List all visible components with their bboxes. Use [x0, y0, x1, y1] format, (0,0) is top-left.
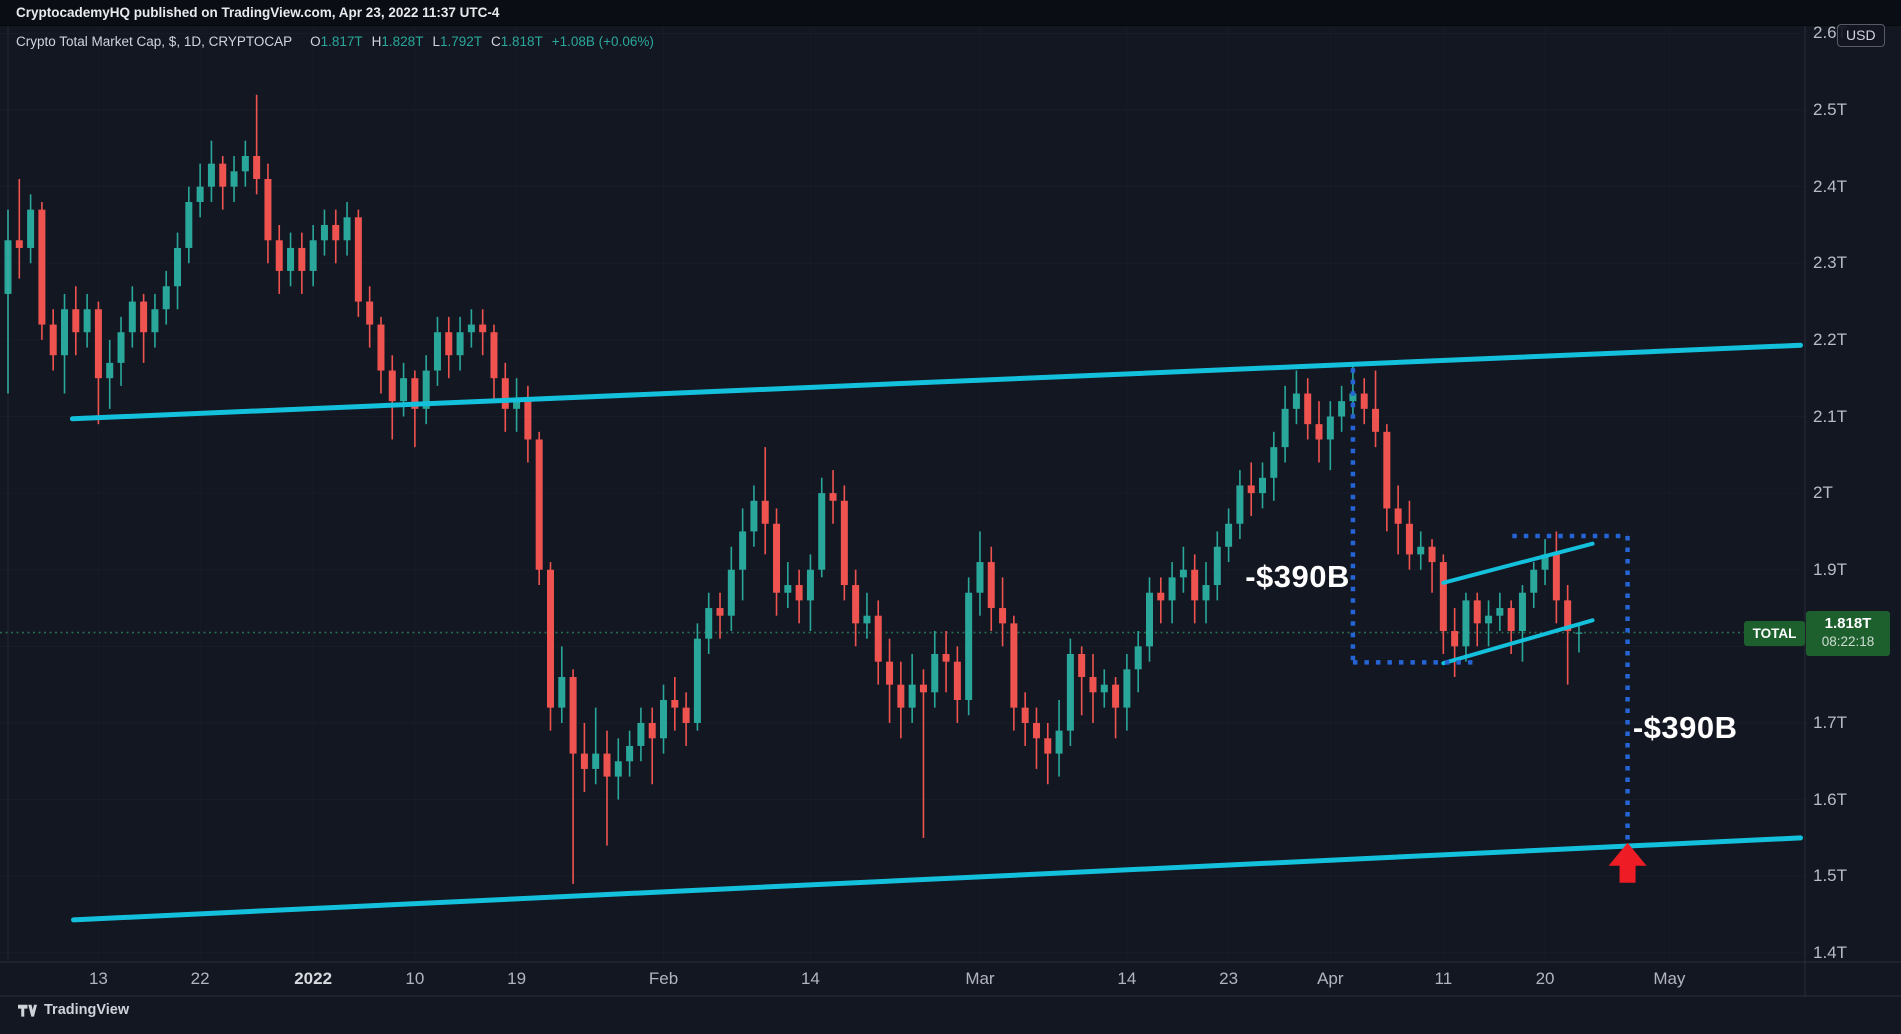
- time-tick-label: Feb: [648, 969, 679, 988]
- ohlc-low-label: L: [432, 34, 440, 49]
- time-tick-label: 2022: [294, 969, 333, 988]
- last-price-value: 1.818T: [1824, 615, 1872, 633]
- time-tick-label: 10: [405, 969, 425, 988]
- symbol-title[interactable]: Crypto Total Market Cap, $, 1D, CRYPTOCA…: [16, 34, 293, 49]
- time-tick-label: 19: [507, 969, 527, 988]
- change-value: +1.08B (+0.06%): [551, 34, 654, 49]
- tradingview-logo-text: TradingView: [44, 1002, 130, 1018]
- bar-countdown: 08:22:18: [1821, 633, 1875, 649]
- price-tick-label: 2.2T: [1813, 329, 1848, 349]
- channel-top: [69, 342, 1803, 422]
- time-tick-label: 11: [1434, 969, 1453, 988]
- price-tick-label: 1.7T: [1813, 712, 1848, 732]
- published-banner: CryptocademyHQ published on TradingView.…: [0, 0, 1901, 26]
- price-tick-label: 2T: [1813, 483, 1833, 503]
- price-tick-label: 1.9T: [1813, 559, 1848, 579]
- mini-channel-top: [1441, 541, 1595, 585]
- published-banner-text: CryptocademyHQ published on TradingView.…: [16, 5, 500, 20]
- price-tick-label: 1.5T: [1813, 866, 1848, 886]
- price-tick-label: 2.4T: [1813, 176, 1848, 196]
- time-tick-label: 13: [88, 969, 108, 988]
- price-tick-label: 2.1T: [1813, 406, 1848, 426]
- time-tick-label: Apr: [1317, 969, 1344, 988]
- candlestick-series: [4, 94, 1583, 884]
- time-tick-label: 14: [1117, 969, 1137, 988]
- ohlc-high-value: 1.828T: [381, 34, 424, 49]
- up-arrow: [1608, 842, 1647, 883]
- time-axis[interactable]: 13 22 2022 10 19 Feb 14 Mar 14 23 Apr 11 20 May: [0, 962, 1901, 996]
- ohlc-low-value: 1.792T: [439, 34, 482, 49]
- ohlc-high-label: H: [371, 34, 382, 49]
- measure-label-left: -$390B: [1245, 558, 1350, 594]
- ohlc-open-label: O: [310, 34, 321, 49]
- ohlc-open-value: 1.817T: [320, 34, 363, 49]
- time-tick-label: 14: [800, 969, 820, 988]
- measure-label-right: -$390B: [1632, 709, 1738, 745]
- price-tick-label: 1.4T: [1813, 942, 1848, 962]
- channel-bottom: [71, 835, 1803, 923]
- price-tick-label: 2.3T: [1813, 253, 1848, 273]
- tradingview-logo[interactable]: TradingView: [18, 1002, 129, 1018]
- ohlc-close-label: C: [490, 34, 501, 49]
- price-tick-label: 2.5T: [1813, 100, 1848, 120]
- time-tick-label: 23: [1219, 969, 1239, 988]
- price-axis[interactable]: 1.4T1.5T1.6T1.7T1.8T1.9T2T2.1T2.2T2.3T2.…: [1805, 23, 1901, 962]
- time-tick-label: Mar: [965, 969, 995, 988]
- mini-channel-bottom: [1441, 618, 1595, 666]
- currency-toggle-button[interactable]: USD: [1837, 24, 1885, 47]
- grid: [0, 25, 1805, 962]
- price-tick-label: 1.6T: [1813, 789, 1848, 809]
- time-tick-label: 22: [190, 969, 210, 988]
- time-tick-label: May: [1653, 969, 1686, 988]
- tradingview-logo-icon: [18, 1004, 37, 1017]
- time-tick-label: 20: [1535, 969, 1555, 988]
- ohlc-close-value: 1.818T: [500, 34, 543, 49]
- chart-legend: Crypto Total Market Cap, $, 1D, CRYPTOCA…: [16, 34, 654, 49]
- last-price-badge: 1.818T 08:22:18: [1806, 610, 1890, 656]
- total-symbol-badge: TOTAL: [1744, 620, 1805, 646]
